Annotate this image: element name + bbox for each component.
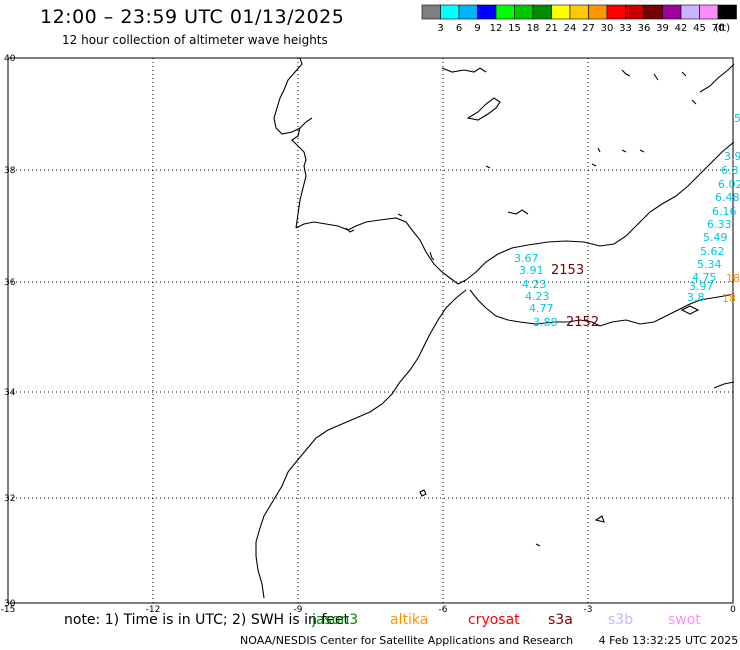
lat-tick-label: 34	[4, 388, 16, 398]
wave-height-label: 3.88	[533, 316, 558, 329]
pass-time-label: 2152	[566, 315, 599, 330]
wave-height-label: 6.02	[718, 178, 740, 191]
lat-tick-label: 32	[4, 494, 15, 504]
satellite-legend-s3a: s3a	[548, 612, 573, 628]
lon-tick-label: -9	[294, 605, 303, 615]
wave-height-label: 5.34	[697, 258, 722, 271]
satellite-legend-swot: swot	[668, 612, 701, 628]
lat-tick-label: 40	[4, 54, 16, 64]
legend-label: 18	[527, 23, 540, 34]
map-subtitle: 12 hour collection of altimeter wave hei…	[62, 33, 328, 47]
color-legend: 3 6 9 12 15 18 21 24 27 30 33 36 39 42 45 70(ft)	[421, 4, 737, 34]
legend-swatch	[717, 4, 737, 20]
wave-height-label: 4.23	[525, 290, 550, 303]
wave-height-label: 5	[734, 112, 740, 125]
satellite-legend-cryosat: cryosat	[468, 612, 520, 628]
legend-unit: (ft)	[715, 23, 730, 34]
wave-height-label: 6.16	[712, 205, 737, 218]
legend-label: 3	[437, 23, 443, 34]
lon-tick-label: -6	[439, 605, 448, 615]
coastline	[255, 57, 735, 599]
wave-height-label: 4.23	[522, 278, 547, 291]
lon-tick-label: -12	[146, 605, 161, 615]
map-title: 12:00 – 23:59 UTC 01/13/2025	[40, 6, 345, 28]
pass-time-label: 2153	[551, 263, 584, 278]
lat-tick-label: 30	[4, 599, 16, 609]
wave-height-label: 6.48	[715, 191, 740, 204]
legend-label: 27	[582, 23, 595, 34]
wave-height-label: 6.8	[721, 164, 739, 177]
legend-label: 9	[474, 23, 480, 34]
legend-label: 30	[601, 23, 614, 34]
legend-label: 33	[619, 23, 632, 34]
lat-tick-label: 38	[4, 166, 16, 176]
timestamp-text: 4 Feb 13:32:25 UTC 2025	[598, 634, 739, 647]
legend-label: 15	[508, 23, 521, 34]
wave-height-label: 4.75	[692, 271, 717, 284]
lat-tick-label: 36	[4, 278, 16, 288]
legend-label: 12	[490, 23, 503, 34]
lat-lon-grid	[8, 58, 733, 603]
wave-height-label: 4.77	[529, 302, 554, 315]
wave-height-label: 3.67	[514, 252, 539, 265]
lon-tick-label: 0	[730, 605, 736, 615]
lon-tick-label: -15	[1, 605, 16, 615]
satellite-legend-altika: altika	[390, 612, 429, 628]
legend-label: 6	[456, 23, 462, 34]
legend-label: 42	[675, 23, 688, 34]
legend-label: 36	[638, 23, 651, 34]
wave-height-label: 3.8	[687, 291, 705, 304]
credit-text: NOAA/NESDIS Center for Satellite Applica…	[240, 634, 574, 647]
wave-height-label: 3.97	[689, 280, 714, 293]
legend-label: 21	[545, 23, 558, 34]
wave-height-label: 18	[722, 292, 736, 305]
map-frame	[7, 57, 734, 604]
legend-label: 70	[712, 23, 725, 34]
satellite-legend-s3b: s3b	[608, 612, 634, 628]
wave-height-label: 3.91	[519, 264, 544, 277]
wave-height-label: 5.62	[700, 245, 725, 258]
legend-label: 39	[656, 23, 669, 34]
wave-height-label: 6.33	[707, 218, 732, 231]
satellite-legend-jason3: jason3	[312, 612, 359, 628]
legend-label: 45	[693, 23, 706, 34]
footer-credit: NOAA/NESDIS Center for Satellite Applica…	[240, 634, 738, 647]
wave-height-label: 5.49	[703, 231, 728, 244]
footer-note: note: 1) Time is in UTC; 2) SWH is in fe…	[64, 612, 350, 628]
lon-tick-label: -3	[584, 605, 593, 615]
wave-height-label: 3.9	[724, 150, 740, 163]
legend-label: 24	[564, 23, 577, 34]
wave-height-label: 18	[726, 272, 740, 285]
